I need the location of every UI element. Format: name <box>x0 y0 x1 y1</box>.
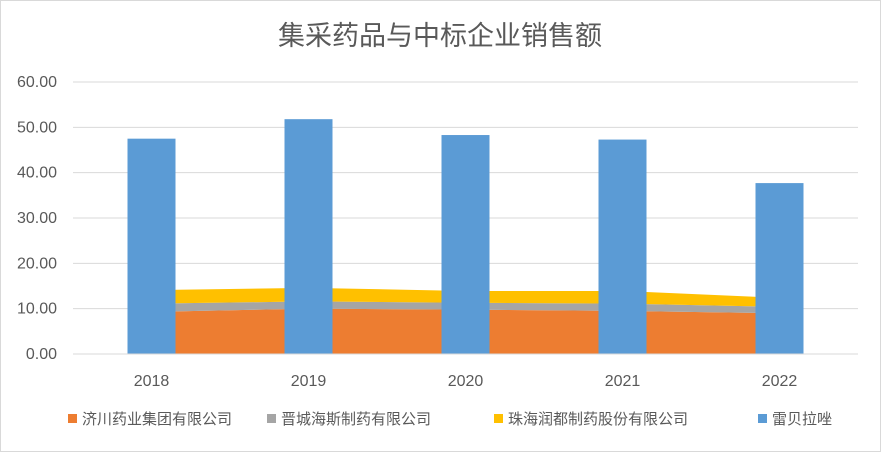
y-tick-label: 50.00 <box>17 119 57 136</box>
bar-2020 <box>441 135 490 354</box>
y-tick-label: 10.00 <box>17 301 57 318</box>
x-tick-label: 2019 <box>291 373 327 390</box>
x-tick-label: 2018 <box>134 373 170 390</box>
legend-label: 珠海润都制药股份有限公司 <box>508 410 688 428</box>
legend-label: 济川药业集团有限公司 <box>82 410 232 428</box>
chart-title: 集采药品与中标企业销售额 <box>278 21 602 52</box>
legend-swatch <box>68 414 77 423</box>
y-tick-label: 30.00 <box>17 210 57 227</box>
bar-2018 <box>127 138 176 354</box>
legend: 济川药业集团有限公司 晋城海斯制药有限公司 珠海润都制药股份有限公司 雷贝拉唑 <box>68 410 832 428</box>
y-tick-label: 40.00 <box>17 165 57 182</box>
x-tick-label: 2022 <box>762 373 798 390</box>
y-tick-label: 60.00 <box>17 74 57 91</box>
x-tick-label: 2020 <box>448 373 484 390</box>
bar-2021 <box>598 139 647 354</box>
legend-swatch <box>267 414 276 423</box>
y-tick-label: 20.00 <box>17 255 57 272</box>
legend-swatch <box>494 414 503 423</box>
bar-2019 <box>284 119 333 354</box>
x-tick-label: 2021 <box>605 373 641 390</box>
axes: 0.00 10.00 20.00 30.00 40.00 50.00 60.00 2018 20… <box>17 74 858 390</box>
legend-label: 雷贝拉唑 <box>772 410 832 428</box>
bar-2022 <box>755 183 804 354</box>
bars <box>127 119 804 354</box>
legend-swatch <box>758 414 767 423</box>
legend-label: 晋城海斯制药有限公司 <box>281 410 431 428</box>
y-tick-label: 0.00 <box>26 346 57 363</box>
